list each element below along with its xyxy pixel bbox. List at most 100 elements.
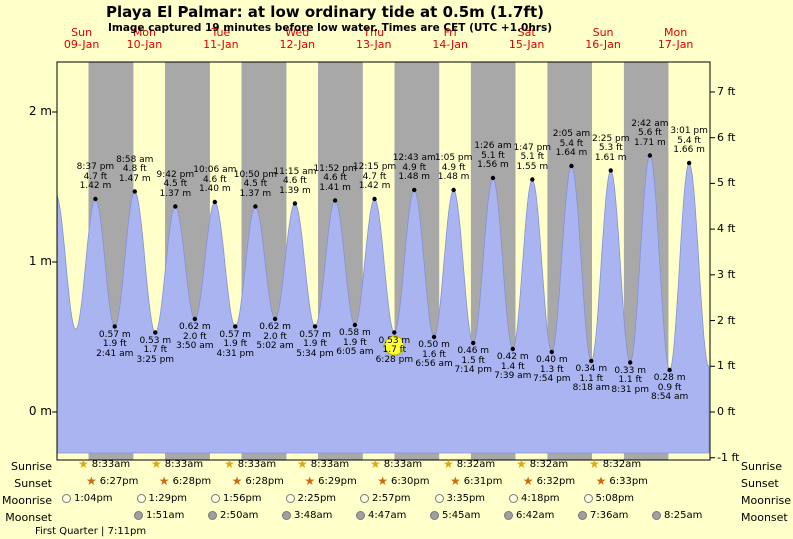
moonset-circle-icon [652, 511, 661, 520]
moonrise-circle-icon [285, 494, 295, 503]
moonrise-entry: 1:04pm [62, 493, 113, 504]
tide-extreme-dot [93, 196, 98, 202]
sunset-star-icon: ★ [231, 474, 243, 488]
low-tide-label: 0.33 m 1.1 ft 8:31 pm [611, 365, 649, 395]
y-axis-label-m: 2 m [28, 104, 52, 118]
tide-extreme-dot [272, 316, 278, 322]
low-tide-label: 0.53 m 1.7 ft 6:28 pm [375, 335, 414, 365]
astro-time: 3:48am [294, 510, 333, 521]
astro-time: 4:47am [368, 510, 407, 521]
day-header: Sun 16-Jan [585, 26, 621, 51]
astro-time: 8:33am [91, 459, 131, 470]
astro-time: 1:51am [146, 510, 185, 521]
high-tide-label: 11:52 pm 4.6 ft 1.41 m [313, 163, 357, 193]
tide-extreme-dot [490, 175, 496, 181]
tide-extreme-dot [332, 198, 338, 203]
sunset-entry: ★ 6:28pm [231, 474, 284, 488]
moonset-entry: 8:25am [652, 510, 702, 521]
high-tide-label: 12:15 pm 4.7 ft 1.42 m [352, 162, 397, 191]
tide-extreme-dot [431, 334, 437, 340]
y-axis-label-ft: -1 ft [717, 450, 740, 464]
tide-extreme-dot [530, 177, 535, 182]
moonset-circle-icon [430, 511, 439, 520]
moonset-circle-icon [504, 511, 513, 520]
sunset-star-icon: ★ [304, 474, 316, 488]
tide-extreme-dot [686, 160, 692, 166]
tide-curve [57, 154, 710, 454]
high-tide-label: 2:25 pm 5.3 ft 1.61 m [591, 133, 630, 163]
sunrise-star-icon: ★ [224, 457, 235, 471]
sunset-entry: ★ 6:30pm [377, 475, 429, 487]
tide-extreme-dot [372, 196, 377, 202]
low-tide-label: 0.40 m 1.3 ft 7:54 pm [533, 355, 571, 384]
sunrise-entry: ★ 8:33am [297, 457, 349, 471]
astro-time: 8:32am [602, 459, 642, 470]
tide-extreme-dot [589, 358, 594, 364]
astro-time: 8:32am [529, 459, 569, 470]
tide-extreme-dot [627, 360, 633, 365]
day-header: Wed 12-Jan [279, 26, 316, 51]
astro-time: 8:25am [664, 510, 703, 521]
astro-time: 2:25pm [297, 493, 337, 504]
tide-extreme-dot [292, 201, 298, 206]
y-axis-label-ft: 2 ft [717, 313, 736, 327]
tide-extreme-dot [233, 324, 238, 329]
moonrise-circle-icon [360, 494, 369, 503]
sunset-entry: ★ 6:33pm [596, 475, 648, 487]
moonset-entry: 2:50am [208, 510, 258, 521]
high-tide-label: 12:43 am 4.9 ft 1.48 m [392, 153, 436, 182]
current-time-marker [384, 335, 405, 356]
moonrise-entry: 2:25pm [285, 493, 337, 504]
astro-time: 2:57pm [372, 493, 411, 504]
astro-time: 6:31pm [463, 476, 503, 487]
sunrise-star-icon: ★ [78, 457, 89, 471]
astro-time: 6:32pm [536, 476, 576, 487]
sunrise-star-icon: ★ [589, 457, 600, 471]
sunset-entry: ★ 6:32pm [522, 474, 576, 488]
sunrise-entry: ★ 8:32am [443, 457, 496, 471]
tide-extreme-dot [153, 330, 158, 335]
sunrise-entry: ★ 8:33am [370, 458, 422, 470]
astro-time: 7:36am [590, 510, 629, 521]
high-tide-label: 10:50 pm 4.5 ft 1.37 m [233, 169, 277, 199]
sunrise-star-icon: ★ [516, 457, 527, 471]
sunrise-entry: ★ 8:32am [516, 457, 569, 471]
high-tide-label: 8:58 am 4.8 ft 1.47 m [116, 154, 154, 184]
moonrise-circle-icon [62, 494, 71, 503]
sunrise-star-icon: ★ [443, 457, 454, 471]
moonset-circle-icon [282, 511, 291, 520]
high-tide-label: 2:42 am 5.6 ft 1.71 m [631, 118, 669, 148]
sunset-star-icon: ★ [522, 474, 534, 488]
moonrise-circle-icon [211, 494, 220, 503]
y-axis-label-m: 0 m [28, 404, 52, 418]
tide-extreme-dot [132, 189, 137, 194]
plot-border [56, 61, 711, 461]
sunset-star-icon: ★ [86, 474, 97, 488]
sunset-star-icon: ★ [158, 474, 170, 488]
moonset-entry: 3:48am [282, 510, 332, 521]
astro-time: 1:04pm [74, 493, 113, 504]
moonrise-circle-icon [583, 494, 593, 503]
y-axis-label-ft: 0 ft [717, 405, 736, 418]
tide-extreme-dot [569, 163, 574, 169]
moonrise-entry: 1:29pm [136, 493, 187, 504]
moonset-entry: 7:36am [578, 510, 628, 521]
astro-time: 8:33am [237, 459, 277, 470]
sunrise-star-icon: ★ [297, 457, 308, 471]
moonrise-entry: 5:08pm [583, 493, 634, 504]
moonset-entry: 6:42am [504, 510, 554, 521]
astro-time: 8:32am [456, 459, 496, 470]
day-header: Thu 13-Jan [355, 26, 392, 51]
low-tide-label: 0.53 m 1.7 ft 3:25 pm [136, 335, 175, 365]
high-tide-label: 1:05 pm 4.9 ft 1.48 m [434, 153, 473, 182]
y-axis-label-ft: 5 ft [717, 176, 736, 190]
y-axis-label-ft: 7 ft [717, 84, 736, 98]
low-tide-label: 0.57 m 1.9 ft 5:34 pm [296, 329, 334, 359]
moonrise-circle-icon [434, 494, 444, 503]
sunrise-entry: ★ 8:32am [589, 457, 642, 471]
day-header: Tue 11-Jan [203, 26, 239, 51]
moonrise-entry: 1:56pm [211, 493, 262, 504]
sunrise-star-icon: ★ [151, 457, 162, 471]
